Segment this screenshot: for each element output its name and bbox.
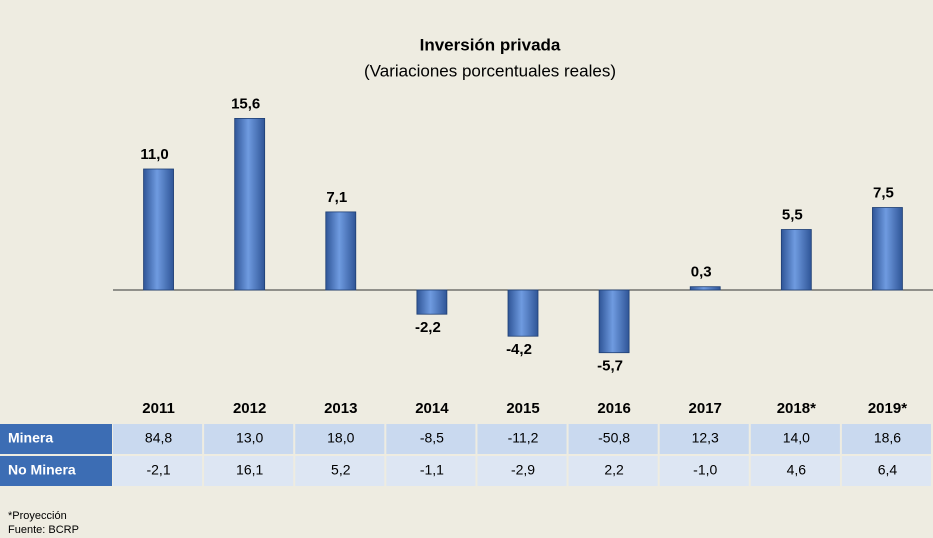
footnote: *Proyección: [8, 510, 67, 522]
footnote: Fuente: BCRP: [8, 524, 79, 536]
bar: [234, 118, 266, 291]
row-header: Minera: [8, 430, 53, 446]
table-value: 5,2: [331, 462, 351, 478]
table-value: -8,5: [420, 430, 444, 446]
table-value: -1,0: [693, 462, 717, 478]
table-value: 6,4: [878, 462, 898, 478]
table-value: -2,1: [146, 462, 170, 478]
table-cell: [386, 424, 476, 454]
x-tick-label: 2014: [415, 400, 449, 417]
table-value: -50,8: [598, 430, 630, 446]
table-value: -1,1: [420, 462, 444, 478]
table-value: -2,9: [511, 462, 535, 478]
table-cell: [386, 456, 476, 486]
x-tick-label: 2019*: [868, 400, 907, 417]
table-cell: [659, 424, 749, 454]
x-tick-label: 2012: [233, 400, 266, 417]
data-label: -4,2: [506, 341, 532, 358]
table-cell: [204, 456, 294, 486]
table-value: 12,3: [692, 430, 719, 446]
bar: [872, 207, 903, 291]
row-header-cell: [0, 456, 112, 486]
x-tick-label: 2011: [142, 400, 175, 417]
x-tick-label: 2013: [324, 400, 357, 417]
row-header: No Minera: [8, 462, 76, 478]
chart-title: Inversión privada: [420, 35, 561, 54]
table-value: 13,0: [236, 430, 263, 446]
bar: [689, 286, 721, 291]
table-cell: [841, 424, 931, 454]
table-cell: [113, 424, 203, 454]
bar: [780, 229, 812, 291]
bar: [416, 289, 448, 315]
table-cell: [204, 424, 294, 454]
table-cell: [568, 424, 658, 454]
data-label: 15,6: [231, 95, 260, 112]
table-value: 18,6: [874, 430, 901, 446]
data-label: -2,2: [415, 319, 441, 336]
row-header-cell: [0, 424, 112, 454]
table-cell: [659, 456, 749, 486]
bar: [325, 211, 357, 291]
x-tick-label: 2016: [597, 400, 630, 417]
bar: [598, 289, 630, 354]
table-cell: [568, 456, 658, 486]
table-value: 4,6: [787, 462, 807, 478]
table-value: 14,0: [783, 430, 810, 446]
chart-subtitle: (Variaciones porcentuales reales): [364, 61, 616, 80]
data-label: 11,0: [140, 146, 168, 163]
table-cell: [477, 456, 567, 486]
bar: [507, 289, 539, 337]
table-value: 18,0: [327, 430, 354, 446]
table-cell: [113, 456, 203, 486]
x-tick-label: 2015: [506, 400, 539, 417]
bar: [143, 168, 174, 291]
x-tick-label: 2017: [689, 400, 722, 417]
data-label: 7,1: [326, 189, 347, 206]
table-cell: [841, 456, 931, 486]
table-value: -11,2: [508, 430, 539, 446]
table-value: 84,8: [145, 430, 172, 446]
data-label: -5,7: [597, 358, 623, 375]
table-cell: [750, 456, 840, 486]
table-cell: [295, 456, 385, 486]
table-cell: [295, 424, 385, 454]
x-tick-label: 2018*: [777, 400, 816, 417]
data-label: 5,5: [782, 206, 803, 223]
data-label: 7,5: [873, 184, 894, 201]
table-value: 2,2: [604, 462, 624, 478]
table-value: 16,1: [236, 462, 263, 478]
table-cell: [750, 424, 840, 454]
data-label: 0,3: [691, 264, 712, 281]
table-cell: [477, 424, 567, 454]
